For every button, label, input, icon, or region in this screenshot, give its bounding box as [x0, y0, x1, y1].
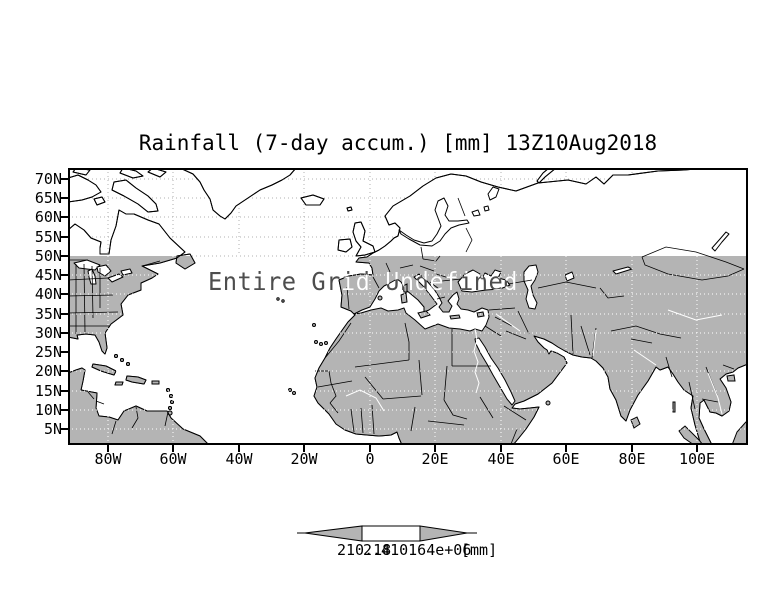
lon-axis-label: 40W [225, 450, 253, 468]
lon-tick [631, 445, 633, 452]
lat-axis-label: 10N [34, 401, 62, 419]
lon-axis-label: 40E [487, 450, 515, 468]
rivers [345, 309, 723, 415]
country-borders [67, 197, 745, 445]
lon-tick [172, 445, 174, 452]
lat-tick [60, 178, 68, 180]
lon-tick [238, 445, 240, 452]
colorbar-mid-segment [361, 525, 421, 542]
undefined-grid-message-land-overlay: Entire Grid Undefined [208, 267, 518, 296]
lon-axis-label: 20W [290, 450, 318, 468]
lat-axis-label: 45N [34, 266, 62, 284]
lat-tick [60, 274, 68, 276]
lat-tick [60, 351, 68, 353]
lat-tick [60, 390, 68, 392]
lon-axis-label: 0 [365, 450, 375, 468]
lon-axis-label: 60E [552, 450, 580, 468]
lon-axis-label: 60W [159, 450, 187, 468]
lat-tick [60, 370, 68, 372]
lat-axis-label: 55N [34, 228, 62, 246]
lon-axis-label: 80W [94, 450, 122, 468]
colorbar-left-arrow [304, 525, 363, 542]
colorbar [295, 520, 485, 548]
lon-axis-label: 100E [678, 450, 716, 468]
lat-axis-label: 35N [34, 305, 62, 323]
lon-tick [434, 445, 436, 452]
lat-axis-label: 30N [34, 324, 62, 342]
lon-tick [303, 445, 305, 452]
gridlines-over-land [68, 256, 748, 445]
colorbar-min-label: 210.18 [337, 541, 392, 559]
lat-tick [60, 313, 68, 315]
undefined-grid-message: Entire Grid Undefined [208, 267, 518, 296]
lat-axis-label: 50N [34, 247, 62, 265]
colorbar-right-arrow [419, 525, 468, 542]
lon-tick [565, 445, 567, 452]
lon-tick [696, 445, 698, 452]
lon-tick [500, 445, 502, 452]
map-frame [68, 168, 748, 445]
page-title: Rainfall (7-day accum.) [mm] 13Z10Aug201… [138, 131, 658, 155]
lon-axis-label: 20E [421, 450, 449, 468]
lat-tick [60, 428, 68, 430]
lat-tick [60, 409, 68, 411]
lat-axis-label: 5N [43, 420, 62, 438]
lat-tick [60, 332, 68, 334]
lat-axis-label: 40N [34, 285, 62, 303]
colorbar-units-label: [mm] [461, 541, 498, 559]
lat-tick [60, 293, 68, 295]
lat-tick [60, 255, 68, 257]
lat-tick [60, 236, 68, 238]
lon-tick [107, 445, 109, 452]
lat-axis-label: 20N [34, 362, 62, 380]
lat-axis-label: 25N [34, 343, 62, 361]
colorbar-max-label: 2.410164e+06 [363, 541, 472, 559]
lon-axis-label: 80E [618, 450, 646, 468]
lat-axis-label: 60N [34, 208, 62, 226]
lat-axis-label: 15N [34, 382, 62, 400]
lat-axis-label: 65N [34, 189, 62, 207]
lat-tick [60, 197, 68, 199]
lat-tick [60, 216, 68, 218]
colorbar-shape [297, 525, 477, 542]
lat-axis-label: 70N [34, 170, 62, 188]
lon-tick [369, 445, 371, 452]
map-plot: Entire Grid Undefined Entire Grid Undefi… [67, 167, 749, 447]
world-map: Entire Grid Undefined Entire Grid Undefi… [67, 167, 749, 447]
